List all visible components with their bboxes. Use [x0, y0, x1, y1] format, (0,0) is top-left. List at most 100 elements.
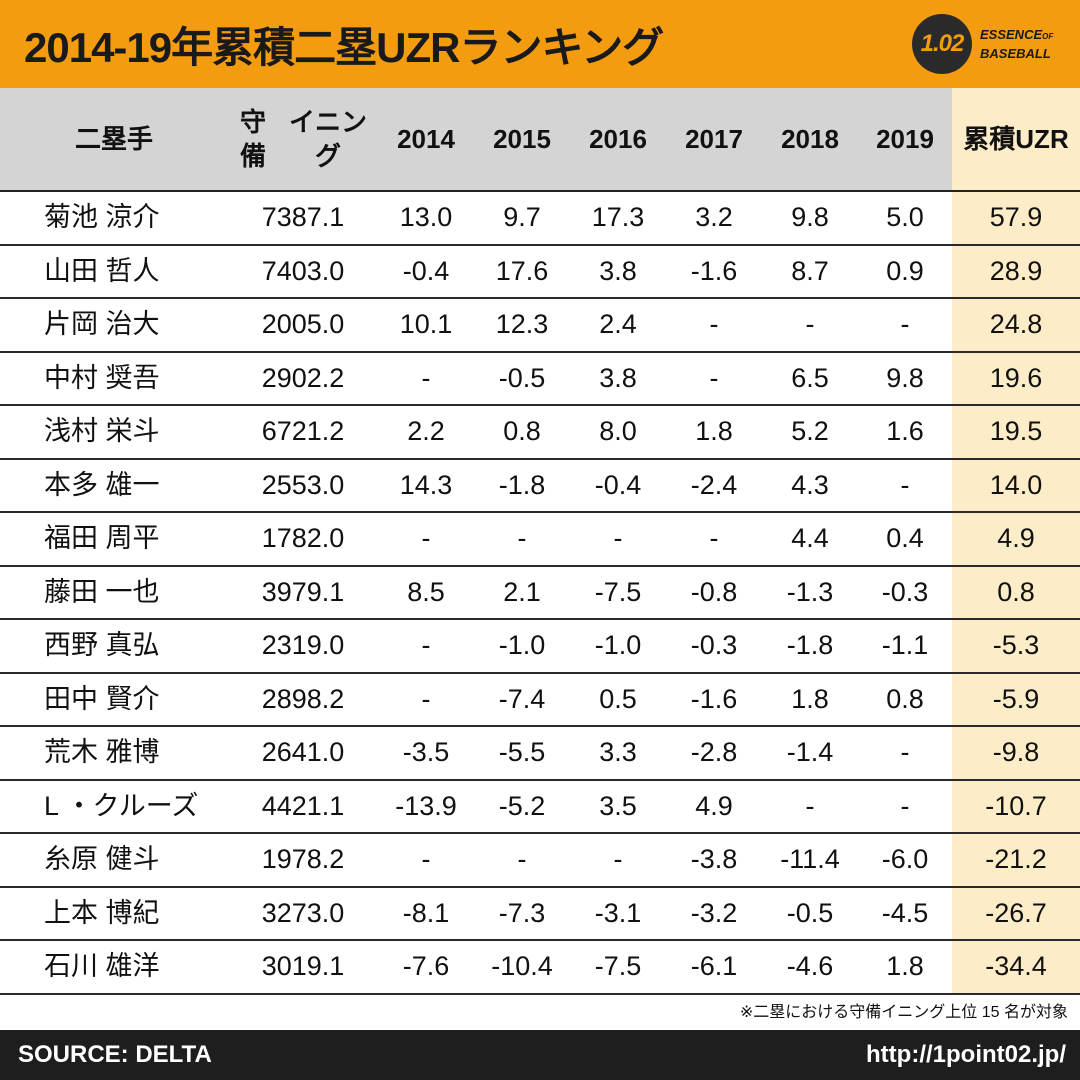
cell-y2014: 8.5	[407, 576, 445, 607]
logo-line1: ESSENCE	[980, 27, 1043, 42]
cell-y2014: -	[421, 683, 431, 714]
cell-y2017: -3.8	[690, 844, 738, 874]
cell-total: -26.7	[985, 897, 1047, 928]
column-header-y2017: 2017	[666, 88, 762, 190]
cell-y2017: -3.2	[690, 897, 738, 928]
cell-name: 本多 雄一	[44, 469, 160, 500]
column-header-text: 2019	[876, 124, 934, 154]
cell-y2018: -	[805, 790, 815, 821]
footnote: ※二塁における守備イニング上位 15 名が対象	[739, 1004, 1068, 1021]
cell-y2015: 17.6	[495, 255, 549, 286]
cell-y2015: -5.5	[498, 737, 546, 767]
cell-y2017: -1.6	[690, 255, 738, 286]
cell-y2018: 9.8	[791, 202, 829, 232]
cell-y2018: 6.5	[791, 362, 829, 393]
table-row: 菊池 涼介 7387.1 13.0 9.7 17.3 3.2 9.8 5.0 57.9	[0, 192, 1080, 246]
cell-y2014: -	[421, 523, 431, 553]
cell-y2019: 9.8	[886, 362, 924, 393]
cell-name: 浅村 栄斗	[44, 416, 160, 446]
cell-y2019: 5.0	[886, 202, 924, 232]
cell-y2017: -6.1	[690, 951, 738, 981]
cell-y2014: -7.6	[402, 951, 450, 981]
cell-y2016: -1.0	[594, 630, 642, 660]
cell-innings: 3019.1	[261, 951, 345, 981]
cell-y2019: 1.8	[886, 951, 924, 981]
column-header-y2014: 2014	[378, 88, 474, 190]
cell-y2019: -6.0	[881, 844, 929, 874]
column-header-text: 2018	[781, 124, 839, 154]
column-header-text: 守備	[239, 107, 266, 171]
cell-y2015: -7.3	[498, 897, 546, 928]
cell-y2016: -	[613, 844, 623, 874]
cell-y2016: 8.0	[599, 416, 637, 446]
cell-name: 中村 奨吾	[44, 362, 160, 393]
cell-innings: 1978.2	[261, 844, 345, 874]
cell-y2019: -	[900, 469, 910, 500]
cell-y2015: -10.4	[491, 951, 553, 981]
table-row: L ・クルーズ 4421.1 -13.9 -5.2 3.5 4.9 - - -10.7	[0, 781, 1080, 834]
column-header-y2016: 2016	[570, 88, 666, 190]
column-header-y2018: 2018	[762, 88, 858, 190]
cell-y2017: -1.6	[690, 683, 738, 714]
table-row: 上本 博紀 3273.0 -8.1 -7.3 -3.1 -3.2 -0.5 -4.5 -26.7	[0, 888, 1080, 941]
cell-y2015: -	[517, 523, 527, 553]
cell-y2016: 3.3	[599, 737, 637, 767]
cell-total: -34.4	[985, 951, 1047, 981]
cell-y2019: -	[900, 309, 910, 339]
cell-y2019: -4.5	[881, 897, 929, 928]
cell-name: 福田 周平	[44, 523, 160, 553]
logo-wordmark: ESSENCEOF BASEBALL	[980, 26, 1053, 62]
cell-y2016: 3.8	[599, 362, 637, 393]
cell-y2017: -2.8	[690, 737, 738, 767]
header-bar: 2014-19年累積二塁UZRランキング 1.02 ESSENCEOF BASE…	[0, 0, 1080, 88]
table-row: 荒木 雅博 2641.0 -3.5 -5.5 3.3 -2.8 -1.4 - -9.8	[0, 727, 1080, 781]
cell-y2019: 0.8	[886, 683, 924, 714]
cell-y2016: 3.8	[599, 255, 637, 286]
baseball-logo-icon: 1.02	[912, 14, 972, 74]
column-header-name: 二塁手	[0, 88, 228, 190]
cell-y2016: -0.4	[594, 469, 642, 500]
table-row: 石川 雄洋 3019.1 -7.6 -10.4 -7.5 -6.1 -4.6 1.8 -34.4	[0, 941, 1080, 995]
site-logo[interactable]: 1.02 ESSENCEOF BASEBALL	[908, 12, 1068, 76]
cell-y2017: -	[709, 309, 719, 339]
column-header-text: 累積	[963, 124, 1016, 154]
cell-y2018: 5.2	[791, 416, 829, 446]
cell-y2014: 14.3	[399, 469, 453, 500]
cell-y2018: 4.4	[791, 523, 829, 553]
cell-innings: 2898.2	[261, 683, 345, 714]
cell-total: 24.8	[989, 309, 1043, 339]
table-row: 福田 周平 1782.0 - - - - 4.4 0.4 4.9	[0, 513, 1080, 567]
cell-y2018: -1.8	[786, 630, 834, 660]
cell-y2017: -2.4	[690, 469, 738, 500]
cell-y2019: 0.9	[886, 255, 924, 286]
cell-total: 4.9	[997, 523, 1035, 553]
cell-y2014: -	[421, 362, 431, 393]
cell-innings: 1782.0	[261, 523, 345, 553]
cell-innings: 2553.0	[261, 469, 345, 500]
cell-y2016: -	[613, 523, 623, 553]
cell-y2015: -5.2	[498, 790, 546, 821]
cell-y2019: 0.4	[886, 523, 924, 553]
cell-total: 19.6	[989, 362, 1043, 393]
column-header-text: 2016	[589, 124, 647, 154]
column-header-innings: 守備 イニング	[228, 88, 378, 190]
footer-bar: SOURCE: DELTA http://1point02.jp/	[0, 1030, 1080, 1080]
cell-y2017: -0.8	[690, 576, 738, 607]
cell-innings: 4421.1	[261, 790, 345, 821]
table-body: 菊池 涼介 7387.1 13.0 9.7 17.3 3.2 9.8 5.0 57.9 山田 哲人…	[0, 192, 1080, 995]
column-header-text: 2017	[685, 124, 743, 154]
logo-of: OF	[1042, 32, 1054, 41]
cell-total: -5.9	[992, 683, 1040, 714]
cell-y2014: -8.1	[402, 897, 450, 928]
cell-y2015: -0.5	[498, 362, 546, 393]
source-label: SOURCE: DELTA	[18, 1041, 212, 1068]
table-row: 中村 奨吾 2902.2 - -0.5 3.8 - 6.5 9.8 19.6	[0, 353, 1080, 406]
table-row: 糸原 健斗 1978.2 - - - -3.8 -11.4 -6.0 -21.2	[0, 834, 1080, 888]
cell-name: 菊池 涼介	[44, 202, 160, 232]
site-url-link[interactable]: http://1point02.jp/	[866, 1041, 1066, 1068]
cell-y2017: 3.2	[695, 202, 733, 232]
cell-total: 57.9	[989, 202, 1043, 232]
page-title: 2014-19年累積二塁UZRランキング	[24, 24, 664, 71]
cell-y2018: -	[805, 309, 815, 339]
table-row: 本多 雄一 2553.0 14.3 -1.8 -0.4 -2.4 4.3 - 14.0	[0, 460, 1080, 513]
